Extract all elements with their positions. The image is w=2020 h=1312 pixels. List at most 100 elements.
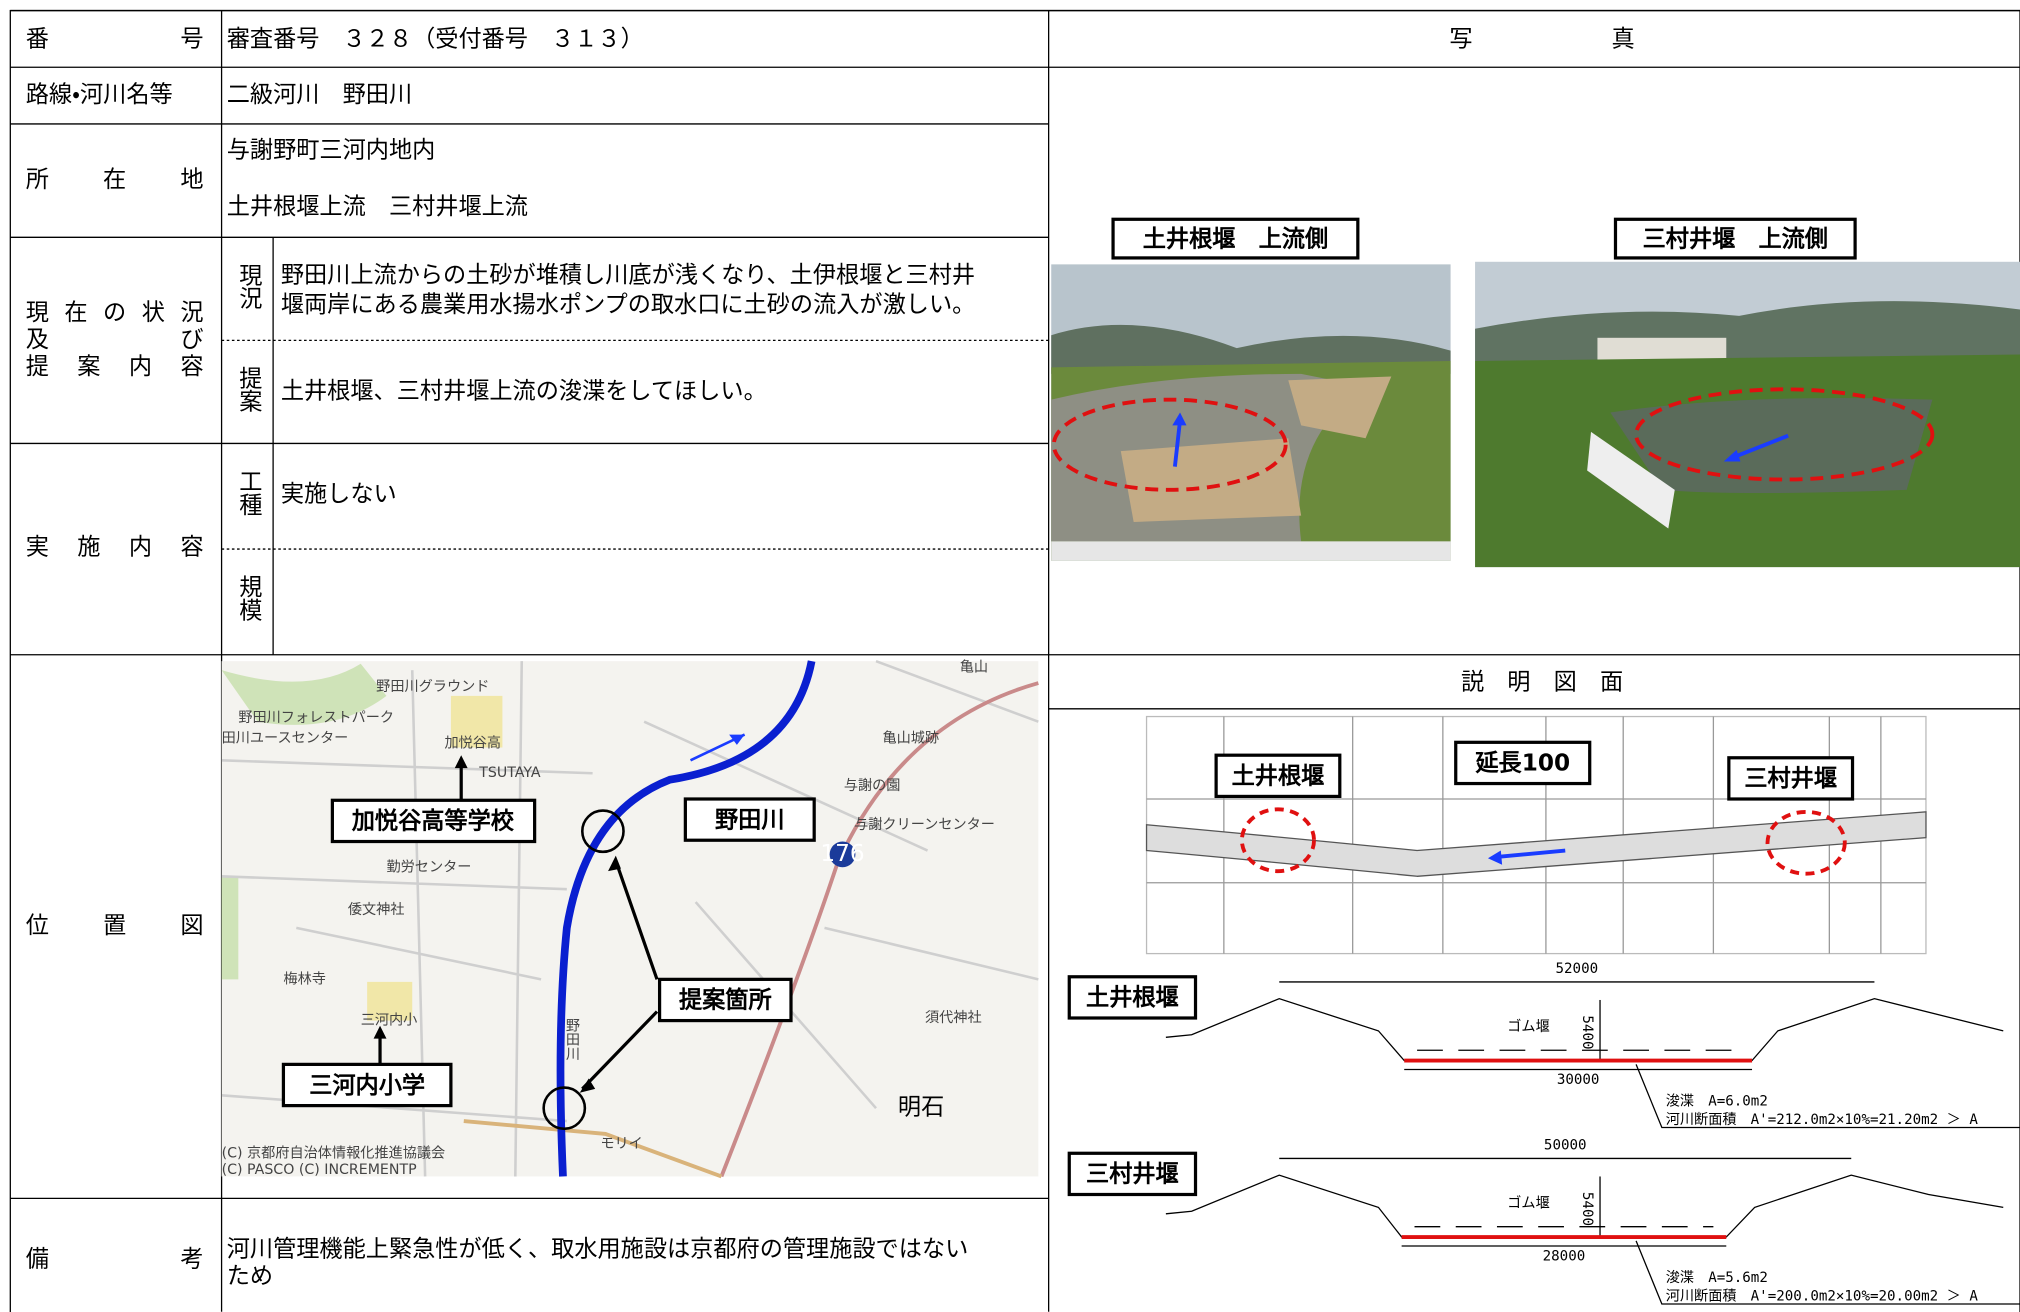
caption-box: [1111, 217, 1360, 260]
map-callouts: 加悦谷高等学校 野田川 提案箇所 三河内小学: [281, 797, 816, 1108]
section-name: 土井根堰: [1086, 984, 1179, 1011]
label: 備 考: [26, 1246, 204, 1273]
value: 河川管理機能上緊急性が低く、取水用施設は京都府の管理施設ではない: [227, 1235, 969, 1262]
highlight: [1051, 397, 1288, 492]
map-copyright: (C) PASCO (C) INCREMENTP: [222, 1162, 418, 1178]
label: 現 在 の 状 況: [26, 299, 204, 326]
label: 所 在 地: [26, 166, 204, 193]
label: 提 案 内 容: [26, 353, 204, 380]
highlight: [1634, 387, 1935, 482]
photo: [1051, 264, 1451, 561]
photo-sand: [1120, 376, 1392, 523]
label-box: [1214, 753, 1342, 799]
map-label: 梅林寺: [283, 971, 325, 987]
label: 実 施 内 容: [26, 533, 204, 560]
map-roads: [221, 659, 1039, 1177]
sub-label: 工種: [235, 469, 263, 516]
route-number: 176: [820, 840, 864, 867]
route-badge: [829, 841, 856, 868]
plan: 土井根堰 延長100 三村井堰: [1145, 715, 1927, 955]
area-note: 河川断面積 A'=200.0m2×10%=20.00m2 ＞ A: [1666, 1288, 1979, 1304]
river: [556, 660, 816, 1177]
cross-sections: 土井根堰 52000 ゴム堰 5400 30000 浚渫 A=6.0m2 河川断面積 A'=…: [1067, 961, 2020, 1305]
callout-box: [657, 977, 793, 1023]
dimension: 5400: [1579, 1015, 1595, 1049]
value: 土井根堰上流 三村井堰上流: [227, 193, 528, 220]
photo-hills: [1051, 324, 1451, 374]
label-box: [1067, 975, 1198, 1020]
site-circle: [542, 1086, 587, 1131]
dredge-note: 浚渫 A=5.6m2: [1666, 1270, 1768, 1286]
flow-arrow: [1172, 420, 1182, 467]
caption-box: [1613, 217, 1857, 260]
dimension: 5400: [1579, 1192, 1595, 1226]
dimension: 30000: [1557, 1072, 1600, 1088]
callout: 野田川: [715, 806, 785, 833]
map-label: 倭文神社: [348, 902, 405, 918]
map-label: モリイ: [600, 1136, 642, 1152]
photo-rail: [1051, 541, 1451, 561]
map-label: 田川ユースセンター: [222, 730, 349, 746]
plan-river: [1145, 811, 1927, 877]
photo-caption: 土井根堰 上流側: [1143, 225, 1328, 252]
leader: [1635, 1064, 2020, 1129]
map-label: 須代神社: [925, 1010, 982, 1026]
map-label: 勤労センター: [386, 859, 471, 875]
highlight: [1239, 807, 1316, 874]
label: 及 び: [26, 326, 204, 353]
flow-arrow: [1732, 433, 1789, 460]
map-label: 亀山城跡: [882, 730, 939, 746]
flow-arrow: [1496, 848, 1566, 859]
sub-label: 提案: [235, 366, 263, 413]
callout: 三河内小学: [309, 1072, 425, 1099]
photo: [1475, 261, 2020, 568]
photo-caption: 三村井堰 上流側: [1643, 225, 1828, 252]
map-green: [221, 876, 239, 980]
map-labels: 野田川グラウンド 野田川フォレストパーク 田川ユースセンター 加悦谷高 TSUT…: [222, 660, 995, 1178]
dimension: 50000: [1544, 1138, 1587, 1154]
site-circle: [581, 809, 625, 854]
section-title: 説 明 図 面: [1461, 669, 1623, 696]
callout-box: [330, 798, 537, 844]
dimension: 28000: [1543, 1248, 1586, 1264]
map-label: 加悦谷高: [444, 735, 501, 752]
callout-arrows: [378, 760, 659, 1090]
label: 番 号: [26, 26, 204, 53]
label: 路線・河川名等: [26, 81, 173, 108]
label-box: [1067, 1151, 1198, 1197]
gate-label: ゴム堰: [1507, 1195, 1549, 1212]
value: 審査番号 ３２８（受付番号 ３１３）: [227, 26, 644, 53]
label-box: [1727, 756, 1855, 801]
map-label: 明石: [898, 1094, 944, 1121]
map-label: 三河内小: [361, 1013, 418, 1029]
flow-arrow-head: [1487, 850, 1503, 865]
gate-label: ゴム堰: [1507, 1018, 1549, 1035]
label: 位 置 図: [26, 912, 204, 939]
value: 実施しない: [281, 480, 397, 507]
map-label: 与謝の園: [844, 778, 901, 794]
sub-label: 現況: [235, 263, 263, 310]
dimension: 52000: [1556, 961, 1599, 977]
callout-box: [281, 1062, 453, 1108]
section-title: 写 真: [1449, 26, 1634, 53]
plan-label: 三村井堰: [1744, 765, 1837, 792]
callout: 加悦谷高等学校: [351, 808, 515, 835]
plan-label: 土井根堰: [1232, 763, 1325, 790]
dredge-note: 浚渫 A=6.0m2: [1666, 1094, 1768, 1110]
photo-weir: [1587, 431, 1675, 529]
map-school: [367, 695, 503, 1021]
value: 土井根堰、三村井堰上流の浚渫をしてほしい。: [281, 377, 767, 404]
highlight: [1765, 809, 1847, 876]
map-label: 野田川フォレストパーク: [238, 710, 394, 726]
map-green: [221, 663, 387, 725]
section-name: 三村井堰: [1086, 1161, 1179, 1188]
map-label: 野田川グラウンド: [376, 679, 489, 695]
label-box: [1454, 740, 1592, 786]
value: 二級河川 野田川: [227, 81, 412, 108]
map-label: 野田川: [564, 1018, 580, 1061]
map-copyright: (C) 京都府自治体情報化推進協議会: [222, 1144, 446, 1161]
flow-arrow-head: [729, 734, 745, 745]
flow-arrow-head: [1172, 412, 1187, 426]
